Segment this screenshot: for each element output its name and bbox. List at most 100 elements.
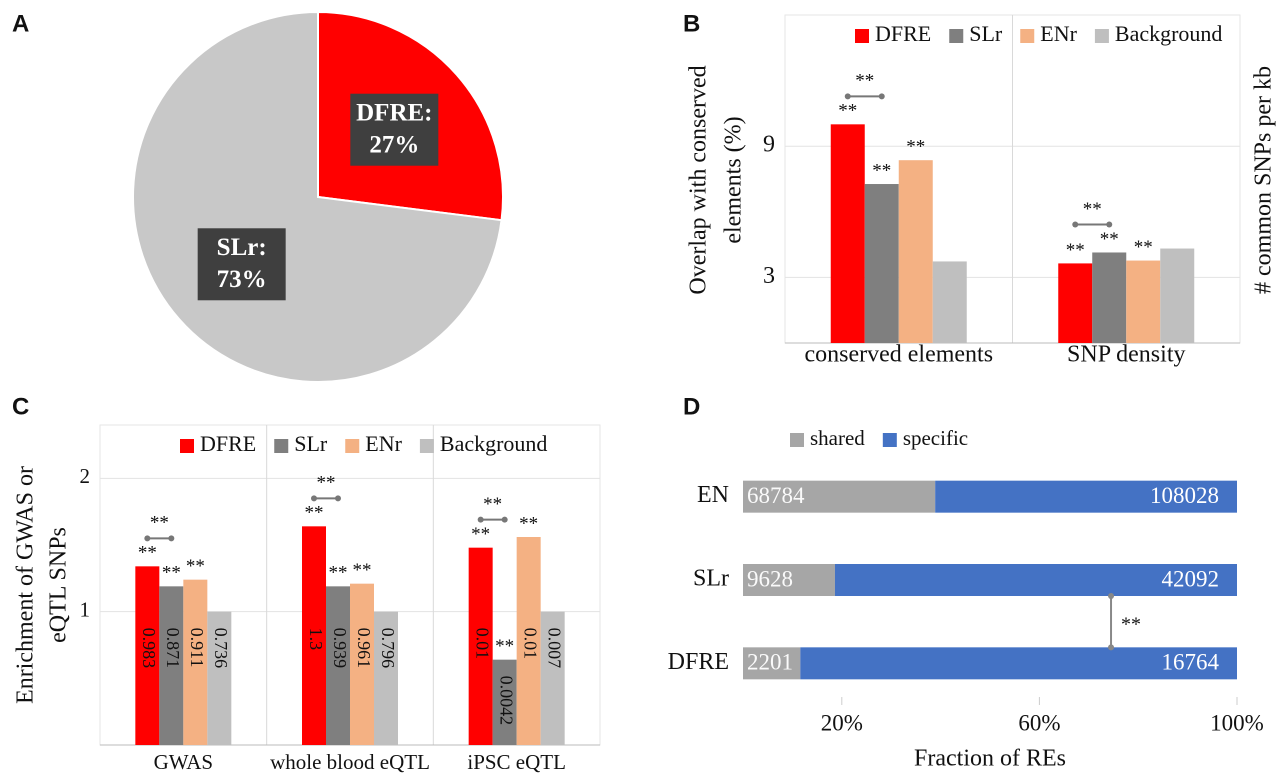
legend-swatch bbox=[790, 433, 804, 447]
y-tick-label: 3 bbox=[763, 263, 775, 289]
significance-label: ** bbox=[1066, 240, 1085, 261]
bar bbox=[1160, 248, 1195, 343]
bracket-end bbox=[144, 535, 151, 542]
value-label: 9628 bbox=[747, 566, 793, 591]
bar-label: 0.01 bbox=[521, 628, 541, 660]
bar bbox=[540, 611, 565, 745]
bar-segment bbox=[743, 480, 936, 513]
bracket-end bbox=[1106, 221, 1113, 228]
significance-label: ** bbox=[317, 473, 336, 494]
y2-axis-label: # common SNPs per kb bbox=[1251, 66, 1277, 294]
legend-label: shared bbox=[810, 426, 865, 450]
significance-label: ** bbox=[519, 513, 538, 534]
x-tick-label: 20% bbox=[821, 710, 863, 735]
bar bbox=[830, 124, 865, 343]
legend-swatch bbox=[180, 439, 194, 453]
legend-label: Background bbox=[440, 431, 548, 456]
legend-label: ENr bbox=[365, 431, 402, 456]
legend-label: DFRE bbox=[200, 431, 256, 456]
bar-label: 0.0042 bbox=[497, 676, 517, 725]
legend-swatch bbox=[882, 433, 897, 447]
legend-swatch bbox=[855, 29, 869, 43]
legend-swatch bbox=[345, 439, 360, 453]
bar bbox=[159, 586, 184, 745]
y-tick-label: 2 bbox=[80, 464, 91, 488]
x-tick-label: GWAS bbox=[154, 750, 214, 774]
bracket-end bbox=[501, 516, 508, 523]
bar-label: 0.01 bbox=[473, 628, 493, 659]
bar bbox=[183, 579, 208, 745]
slice-value: 73% bbox=[217, 266, 267, 293]
bar bbox=[302, 526, 326, 745]
y-axis-label: Enrichment of GWAS or bbox=[13, 466, 39, 704]
slice-value: 27% bbox=[369, 131, 419, 158]
bar-label: 0.983 bbox=[139, 628, 159, 669]
bar-segment bbox=[935, 480, 1237, 513]
y-tick-label: 1 bbox=[80, 597, 91, 621]
bar bbox=[1126, 260, 1161, 343]
significance-label: ** bbox=[329, 563, 348, 584]
legend-swatch bbox=[274, 439, 289, 453]
panel-letter: C bbox=[12, 393, 29, 420]
panel-letter: D bbox=[683, 393, 700, 420]
bracket-end bbox=[844, 93, 851, 100]
y-tick-label: EN bbox=[697, 482, 729, 508]
bar bbox=[207, 611, 232, 745]
legend-label: DFRE bbox=[875, 21, 931, 46]
bar bbox=[898, 160, 933, 343]
bar bbox=[326, 586, 350, 745]
significance-label: ** bbox=[872, 160, 891, 181]
bar bbox=[1092, 252, 1127, 343]
significance-label: ** bbox=[138, 543, 157, 564]
value-label: 16764 bbox=[1162, 650, 1220, 675]
significance-label: ** bbox=[483, 494, 502, 515]
bracket-end bbox=[168, 535, 175, 542]
bar bbox=[374, 611, 398, 745]
significance-label: ** bbox=[353, 560, 372, 581]
bar-label: 0.871 bbox=[163, 628, 183, 669]
bar-label: 0.796 bbox=[378, 628, 398, 669]
x-tick-label: whole blood eQTL bbox=[270, 750, 430, 774]
bar bbox=[468, 547, 493, 745]
significance-label: ** bbox=[471, 524, 490, 545]
bracket-end bbox=[1108, 593, 1115, 599]
bar-label: 0.007 bbox=[545, 628, 565, 669]
significance-label: ** bbox=[495, 636, 514, 657]
x-tick-label: SNP density bbox=[1067, 342, 1185, 368]
x-axis-label: Fraction of REs bbox=[914, 746, 1066, 772]
label-box bbox=[350, 93, 439, 166]
legend-label: SLr bbox=[969, 21, 1003, 46]
panel-letter: A bbox=[12, 10, 29, 37]
bar-label: 0.939 bbox=[330, 628, 350, 669]
y-tick-label: 9 bbox=[763, 132, 775, 158]
value-label: 68784 bbox=[747, 483, 805, 508]
significance-label: ** bbox=[906, 137, 925, 158]
x-tick-label: iPSC eQTL bbox=[467, 750, 566, 774]
significance-label: ** bbox=[150, 513, 169, 534]
legend-label: ENr bbox=[1040, 21, 1077, 46]
bar bbox=[135, 566, 160, 745]
y-tick-label: DFRE bbox=[668, 649, 729, 675]
significance-label: ** bbox=[1134, 237, 1153, 258]
bracket-end bbox=[878, 93, 885, 100]
legend-swatch bbox=[1020, 29, 1035, 43]
significance-label: ** bbox=[1083, 199, 1102, 220]
bar-label: 0.961 bbox=[354, 628, 374, 669]
bracket-end bbox=[1072, 221, 1079, 228]
x-tick-label: 100% bbox=[1210, 710, 1264, 735]
y-axis-label: Overlap with conserved bbox=[686, 65, 712, 294]
slice-label: DFRE: bbox=[356, 99, 432, 126]
legend-label: SLr bbox=[294, 431, 328, 456]
bracket-end bbox=[1108, 644, 1115, 651]
slice-label: SLr: bbox=[217, 234, 267, 261]
y-axis-label: eQTL SNPs bbox=[46, 527, 72, 643]
value-label: 2201 bbox=[747, 650, 793, 675]
bar bbox=[492, 659, 517, 745]
bar bbox=[350, 583, 374, 745]
x-tick-label: conserved elements bbox=[804, 342, 993, 368]
significance-label: ** bbox=[305, 503, 324, 524]
significance-label: ** bbox=[1100, 229, 1119, 250]
bar-label: 0.911 bbox=[187, 628, 207, 668]
bar-label: 0.736 bbox=[211, 628, 231, 669]
